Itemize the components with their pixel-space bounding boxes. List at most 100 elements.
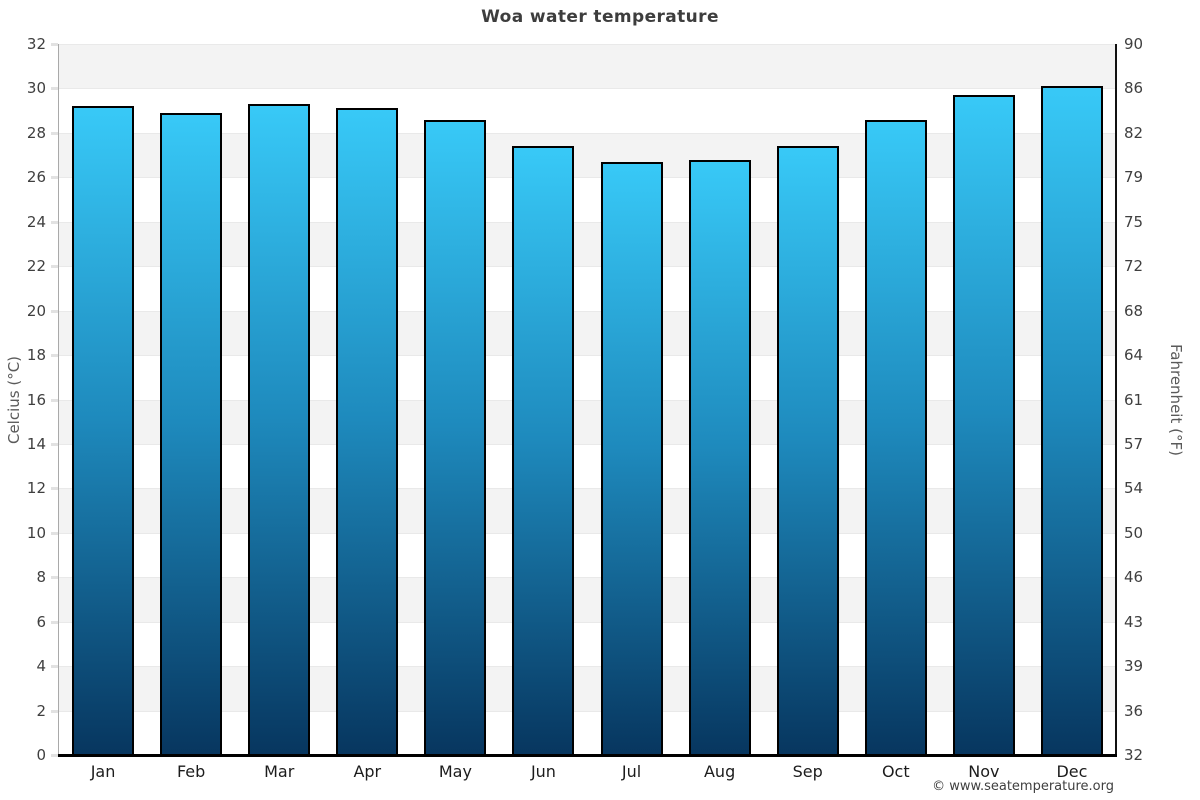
month-label-may: May (438, 762, 472, 781)
celsius-tick-32: 32 (26, 35, 46, 53)
plot-band (59, 177, 1116, 222)
bar-sep (776, 146, 839, 755)
plot-band (59, 132, 1116, 178)
gridline (59, 132, 1116, 134)
celsius-tick-8: 8 (36, 568, 46, 587)
month-label-apr: Apr (353, 762, 382, 781)
fahrenheit-tick-61: 61 (1124, 390, 1144, 409)
fahrenheit-tick-57: 57 (1124, 434, 1144, 453)
fahrenheit-tick-64: 64 (1124, 346, 1144, 365)
tick-mark (51, 220, 58, 224)
celsius-tick-28: 28 (26, 123, 46, 142)
bar-dec (1040, 86, 1103, 755)
copyright-credit: © www.seatemperature.org (932, 779, 1114, 794)
celsius-tick-0: 0 (36, 746, 46, 764)
bar-mar (248, 103, 311, 755)
tick-mark (51, 665, 58, 669)
gridline (59, 621, 1116, 623)
gridline (59, 88, 1116, 90)
fahrenheit-tick-72: 72 (1124, 257, 1144, 276)
tick-mark (51, 620, 58, 624)
bar-jan (72, 106, 135, 755)
celsius-tick-14: 14 (26, 434, 46, 453)
gridline (59, 310, 1116, 312)
plot-band (59, 266, 1116, 311)
gridline (59, 266, 1116, 268)
fahrenheit-axis-title: Fahrenheit (°F) (1167, 344, 1185, 456)
celsius-tick-10: 10 (26, 523, 46, 542)
month-label-dec: Dec (1056, 762, 1088, 781)
bar-apr (336, 108, 399, 755)
fahrenheit-tick-54: 54 (1124, 479, 1144, 498)
fahrenheit-tick-79: 79 (1124, 168, 1144, 187)
celsius-tick-12: 12 (26, 479, 46, 498)
gridline (59, 532, 1116, 534)
plot-band (59, 88, 1116, 133)
plot-band (59, 310, 1116, 356)
fahrenheit-axis-line (1115, 44, 1117, 755)
fahrenheit-tick-39: 39 (1124, 657, 1144, 676)
fahrenheit-tick-82: 82 (1124, 123, 1144, 142)
fahrenheit-tick-50: 50 (1124, 523, 1144, 542)
tick-mark (51, 309, 58, 313)
gridline (59, 221, 1116, 223)
tick-mark (51, 487, 58, 491)
tick-mark (51, 709, 58, 713)
tick-mark (51, 354, 58, 358)
bar-jul (600, 161, 663, 755)
plot-area (59, 44, 1116, 755)
fahrenheit-tick-46: 46 (1124, 568, 1144, 587)
gridline (59, 577, 1116, 579)
tick-mark (51, 265, 58, 269)
gridline (59, 177, 1116, 179)
bar-jun (512, 146, 575, 755)
bar-oct (864, 119, 927, 755)
fahrenheit-tick-32: 32 (1124, 746, 1144, 764)
celsius-tick-26: 26 (26, 168, 46, 187)
gridline (59, 355, 1116, 357)
fahrenheit-tick-68: 68 (1124, 301, 1144, 320)
month-label-sep: Sep (792, 762, 823, 781)
celsius-tick-20: 20 (26, 301, 46, 320)
gridline (59, 666, 1116, 668)
celsius-tick-22: 22 (26, 257, 46, 276)
plot-band (59, 221, 1116, 267)
celsius-tick-30: 30 (26, 79, 46, 98)
celsius-axis-title: Celcius (°C) (5, 355, 23, 445)
tick-mark (51, 531, 58, 535)
month-label-oct: Oct (881, 762, 910, 781)
bar-nov (952, 95, 1015, 755)
gridline (59, 44, 1116, 45)
plot-band (59, 532, 1116, 578)
gridline (59, 443, 1116, 445)
tick-mark (51, 43, 58, 46)
tick-mark (51, 442, 58, 446)
plot-band (59, 399, 1116, 444)
tick-mark (51, 87, 58, 91)
month-label-jul: Jul (621, 762, 642, 781)
celsius-tick-6: 6 (36, 612, 46, 631)
bar-aug (688, 159, 751, 755)
tick-mark (51, 176, 58, 180)
fahrenheit-tick-36: 36 (1124, 701, 1144, 720)
plot-band (59, 666, 1116, 711)
celsius-tick-18: 18 (26, 346, 46, 365)
tick-mark (51, 131, 58, 135)
fahrenheit-tick-75: 75 (1124, 212, 1144, 231)
celsius-tick-16: 16 (26, 390, 46, 409)
x-axis-line (57, 754, 1117, 757)
gridline (59, 710, 1116, 712)
celsius-tick-24: 24 (26, 212, 46, 231)
bar-may (424, 119, 487, 755)
fahrenheit-tick-86: 86 (1124, 79, 1144, 98)
fahrenheit-tick-90: 90 (1124, 35, 1144, 53)
plot-band (59, 355, 1116, 400)
plot-band (59, 443, 1116, 489)
bar-feb (160, 112, 223, 755)
month-label-jun: Jun (530, 762, 556, 781)
month-label-jan: Jan (90, 762, 116, 781)
chart-title: Woa water temperature (481, 7, 719, 27)
tick-mark (51, 398, 58, 402)
plot-band (59, 44, 1116, 89)
